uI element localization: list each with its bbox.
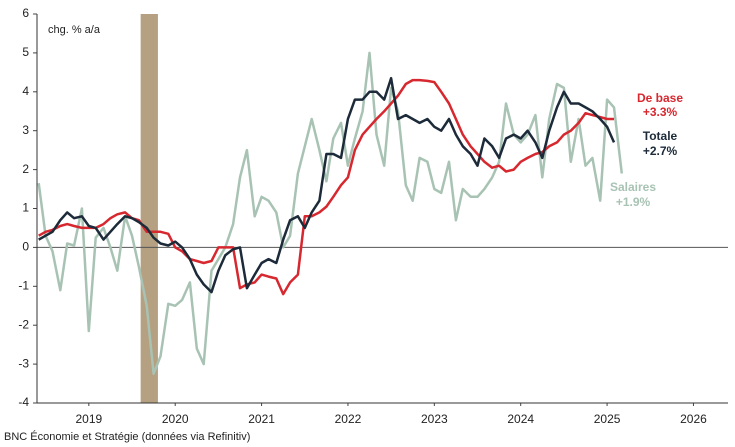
x-tick-label: 2021 [248, 412, 275, 426]
y-tick-label: 3 [22, 123, 29, 137]
series-label: Totale [643, 129, 678, 143]
series-line [38, 78, 614, 296]
series-end-label: +1.9% [616, 195, 651, 209]
y-tick-label: 1 [22, 201, 29, 215]
y-tick-label: 5 [22, 45, 29, 59]
y-tick-label: -4 [18, 395, 29, 409]
series-line [38, 76, 616, 294]
x-tick-label: 2024 [507, 412, 534, 426]
series-line [37, 51, 624, 376]
x-tick-label: 2019 [75, 412, 102, 426]
series-end-label: +3.3% [643, 105, 678, 119]
x-tick-label: 2026 [680, 412, 707, 426]
unit-label: chg. % a/a [48, 24, 101, 36]
y-tick-label: -2 [18, 317, 29, 331]
y-tick-label: 0 [22, 240, 29, 254]
y-tick-label: 2 [22, 162, 29, 176]
series-label: De base [637, 91, 683, 105]
shaded-region [140, 14, 158, 403]
x-tick-label: 2025 [594, 412, 621, 426]
y-tick-label: 6 [22, 6, 29, 20]
series-end-label: +2.7% [643, 144, 678, 158]
x-tick-label: 2022 [335, 412, 362, 426]
x-tick-label: 2020 [162, 412, 189, 426]
series-label: Salaires [610, 180, 656, 194]
x-tick-label: 2023 [421, 412, 448, 426]
y-tick-label: -1 [18, 278, 29, 292]
y-tick-label: -3 [18, 356, 29, 370]
source: BNC Économie et Stratégie (données via R… [4, 430, 250, 443]
y-tick-label: 4 [22, 84, 29, 98]
